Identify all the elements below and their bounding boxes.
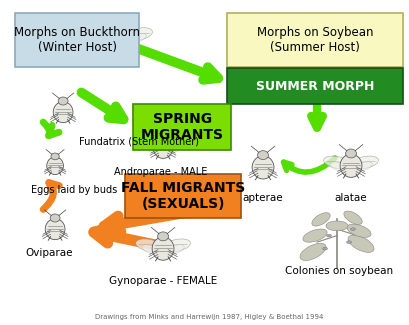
Ellipse shape (323, 247, 328, 250)
Ellipse shape (312, 213, 330, 226)
Ellipse shape (45, 219, 65, 240)
Ellipse shape (144, 144, 160, 153)
Text: SPRING
MIGRANTS: SPRING MIGRANTS (141, 112, 224, 142)
Ellipse shape (327, 234, 331, 237)
Ellipse shape (352, 156, 378, 169)
FancyBboxPatch shape (227, 68, 403, 104)
Ellipse shape (164, 239, 191, 252)
Ellipse shape (51, 153, 59, 160)
Text: Androparae - MALE: Androparae - MALE (115, 167, 208, 177)
Ellipse shape (157, 232, 169, 241)
Text: Fundatrix (Stem Mother): Fundatrix (Stem Mother) (79, 136, 199, 146)
Text: alatae: alatae (335, 193, 367, 203)
FancyBboxPatch shape (125, 174, 241, 218)
Ellipse shape (136, 239, 162, 252)
FancyBboxPatch shape (15, 13, 139, 67)
Ellipse shape (152, 237, 174, 260)
Ellipse shape (142, 245, 159, 254)
Ellipse shape (119, 21, 130, 30)
Ellipse shape (126, 28, 153, 40)
Ellipse shape (129, 33, 146, 43)
Text: FALL MIGRANTS
(SEXUALS): FALL MIGRANTS (SEXUALS) (121, 181, 245, 211)
Ellipse shape (58, 97, 68, 105)
Text: apterae: apterae (243, 193, 283, 203)
Text: Morphs on Soybean
(Summer Host): Morphs on Soybean (Summer Host) (257, 26, 373, 54)
Text: Gynoparae - FEMALE: Gynoparae - FEMALE (109, 276, 217, 286)
Ellipse shape (153, 137, 173, 158)
Ellipse shape (348, 235, 374, 253)
Ellipse shape (303, 229, 327, 242)
Ellipse shape (347, 224, 371, 237)
Text: Oviparae: Oviparae (25, 249, 73, 258)
Ellipse shape (158, 133, 168, 141)
Text: Eggs laid by buds: Eggs laid by buds (31, 185, 117, 195)
Ellipse shape (53, 102, 73, 123)
Ellipse shape (252, 156, 274, 179)
Ellipse shape (324, 156, 350, 169)
Ellipse shape (164, 139, 188, 150)
Ellipse shape (351, 228, 355, 230)
Ellipse shape (340, 154, 362, 177)
Ellipse shape (98, 28, 124, 40)
Ellipse shape (114, 26, 136, 49)
Ellipse shape (104, 33, 121, 43)
Text: Drawings from Minks and Harrewijn 1987, Higley & Boethal 1994: Drawings from Minks and Harrewijn 1987, … (95, 314, 323, 320)
Ellipse shape (167, 144, 182, 153)
FancyBboxPatch shape (227, 13, 403, 67)
Text: Morphs on Buckthorn
(Winter Host): Morphs on Buckthorn (Winter Host) (14, 26, 140, 54)
FancyBboxPatch shape (133, 104, 231, 150)
Ellipse shape (330, 162, 347, 171)
Ellipse shape (258, 151, 268, 160)
Ellipse shape (167, 245, 184, 254)
Ellipse shape (344, 211, 362, 225)
Ellipse shape (346, 241, 351, 243)
Text: SUMMER MORPH: SUMMER MORPH (256, 80, 374, 93)
Ellipse shape (50, 214, 60, 222)
Ellipse shape (138, 139, 162, 150)
Ellipse shape (300, 243, 326, 261)
Ellipse shape (355, 162, 372, 171)
Ellipse shape (326, 221, 348, 231)
Ellipse shape (47, 157, 63, 175)
Text: Colonies on soybean: Colonies on soybean (285, 266, 393, 276)
Ellipse shape (346, 149, 357, 158)
